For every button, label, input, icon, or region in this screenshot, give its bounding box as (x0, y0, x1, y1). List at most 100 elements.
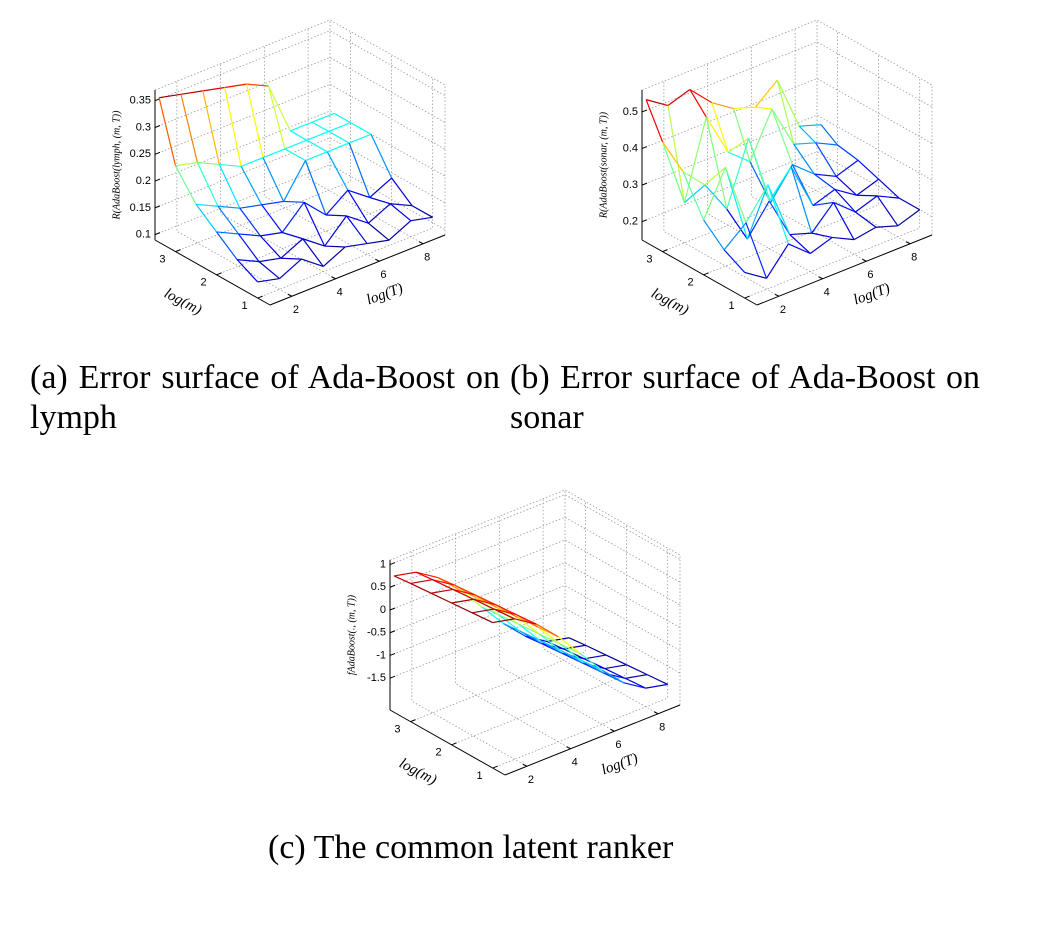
grid-line (175, 31, 351, 252)
mesh-segment (667, 105, 686, 203)
mesh-segment (705, 116, 729, 153)
mesh-segment (497, 613, 519, 625)
y-tick (175, 249, 181, 253)
z-tick (389, 562, 396, 566)
mesh-segment (324, 245, 346, 248)
mesh-segment (579, 653, 603, 671)
mesh-segment (474, 594, 496, 606)
grid-line (389, 516, 681, 588)
mesh-segment (497, 613, 521, 632)
mesh-segment (306, 139, 328, 153)
z-tick (389, 607, 396, 611)
mesh-segment (393, 575, 411, 584)
mesh-segment (224, 83, 247, 89)
mesh-segment (835, 175, 858, 196)
mesh-segment (217, 205, 239, 235)
y-tick (492, 765, 498, 769)
grid-line (154, 83, 446, 155)
mesh-segment (451, 598, 474, 604)
mesh-segment (557, 636, 581, 654)
mesh-segment (432, 579, 455, 586)
z-tick-label: 0.1 (136, 229, 151, 241)
mesh-segment (812, 201, 834, 207)
mesh-segment (733, 108, 751, 162)
z-tick-label: 0 (380, 604, 386, 616)
mesh-segment (493, 608, 517, 615)
mesh-segment (789, 232, 812, 236)
x-tick (522, 763, 528, 767)
mesh-segment (877, 195, 900, 199)
mesh-segment (394, 571, 417, 577)
grid-line (641, 41, 933, 113)
mesh-segment (704, 166, 726, 186)
mesh-segment (324, 215, 348, 247)
mesh-segment (711, 102, 729, 153)
mesh-segment (581, 659, 603, 671)
mesh-segment (703, 167, 727, 221)
mesh-segment (202, 90, 220, 165)
mesh-segment (568, 637, 586, 646)
caption: (b) Error surface of Ada-Boost on sonar (510, 359, 980, 436)
mesh-segment (283, 160, 306, 202)
grid-line (744, 78, 921, 299)
mesh-segment (304, 160, 327, 216)
mesh-segment (585, 644, 607, 656)
mesh-segment (813, 173, 836, 190)
mesh-segment (875, 225, 898, 228)
mesh-segment (239, 207, 261, 237)
mesh-segment (704, 184, 728, 210)
mesh-segment (411, 205, 433, 218)
z-tick (154, 125, 161, 128)
mesh-segment (832, 202, 855, 240)
grid-line (389, 607, 681, 679)
mesh-segment (452, 588, 475, 596)
mesh-segment (328, 130, 350, 144)
mesh-segment (218, 164, 241, 209)
grid-line (662, 31, 838, 252)
mesh-segment (689, 88, 713, 104)
z-tick (154, 178, 161, 182)
x-tick-label: 4 (572, 757, 578, 769)
z-tick-label: 0.15 (130, 202, 151, 214)
mesh-segment (559, 643, 582, 661)
z-tick (641, 146, 648, 150)
mesh-segment (645, 99, 664, 143)
z-tick-label: 0.5 (623, 106, 638, 118)
mesh-segment (311, 121, 329, 132)
mesh-segment (196, 162, 219, 207)
x-tick-label: 4 (337, 287, 343, 299)
mesh-segment (790, 166, 814, 206)
x-tick (818, 276, 823, 280)
mesh-segment (238, 233, 260, 262)
grid-line (451, 524, 628, 746)
y-tick (744, 295, 750, 299)
y-tick (216, 272, 222, 276)
mesh-segment (246, 83, 269, 87)
grid-line (703, 54, 880, 276)
mesh-segment (236, 259, 259, 283)
mesh-segment (368, 222, 390, 241)
mesh-segment (515, 613, 537, 625)
x-tick-label: 2 (528, 774, 534, 786)
mesh-segment (746, 184, 769, 240)
mesh-segment (282, 231, 303, 240)
mesh-segment (346, 215, 368, 244)
mesh-segment (305, 151, 328, 162)
z-axis-label: R(AdaBoost(sonar, (m, T)) (598, 111, 609, 219)
mesh-segment (815, 142, 837, 177)
grid-line (542, 498, 659, 715)
z-tick-label: 0.3 (623, 179, 638, 191)
mesh-segment (257, 277, 280, 283)
mesh-segment (175, 165, 197, 205)
mesh-segment (197, 161, 220, 166)
grid-line (257, 78, 434, 299)
mesh-segment (473, 598, 496, 606)
mesh-segment (789, 234, 811, 254)
mesh-segment (519, 630, 541, 642)
mesh-segment (325, 214, 347, 217)
x-axis (756, 234, 933, 306)
mesh-segment (790, 166, 813, 234)
mesh-segment (855, 211, 877, 228)
mesh-segment (217, 205, 240, 209)
